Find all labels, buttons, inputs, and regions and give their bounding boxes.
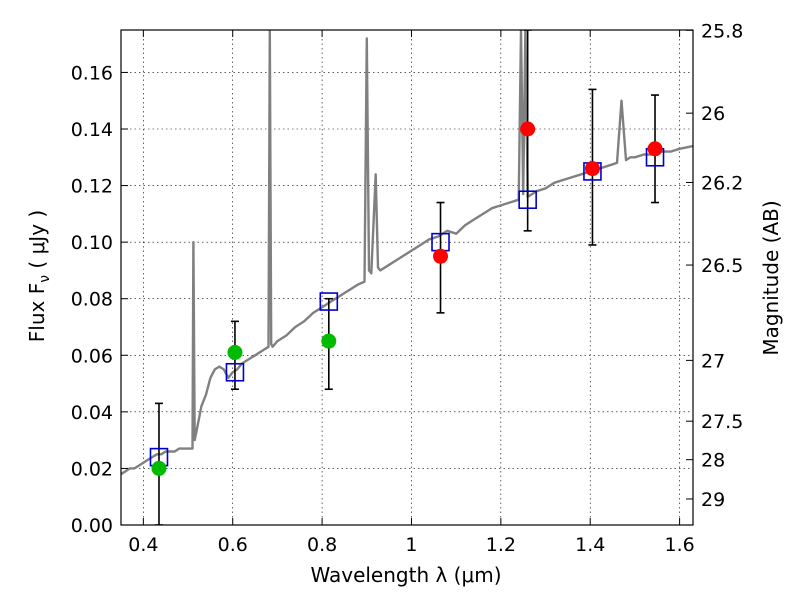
- y2-tick-label: 27: [701, 350, 725, 372]
- model-band-flux-square: [225, 362, 245, 382]
- y-axis-label-main: Flux F: [25, 283, 49, 342]
- green-data-point: [227, 344, 243, 360]
- x-tick-label: 1.2: [486, 534, 516, 556]
- y-axis-label-unit: ( μJy ): [25, 210, 49, 275]
- green-data-point: [321, 333, 337, 349]
- model-band-flux-square: [319, 292, 339, 311]
- red-data-point: [647, 141, 663, 157]
- y-tick-label: 0.14: [71, 119, 113, 141]
- model-spectrum-line: [121, 30, 693, 476]
- y2-tick-label: 25.8: [701, 20, 743, 42]
- y-tick-label: 0.02: [71, 458, 113, 480]
- y2-tick-label: 26.5: [701, 255, 743, 277]
- y-tick-label: 0.10: [71, 232, 113, 254]
- green-data-point: [151, 460, 167, 476]
- y2-tick-label: 26.2: [701, 172, 743, 194]
- x-tick-label: 0.4: [128, 534, 158, 556]
- y-axis-label: Flux Fν ( μJy ): [25, 210, 53, 342]
- red-data-point: [584, 161, 600, 177]
- model-spectrum: [121, 30, 693, 476]
- y-tick-label: 0.16: [71, 62, 113, 84]
- y2-tick-label: 27.5: [701, 411, 743, 433]
- y-tick-label: 0.06: [71, 345, 113, 367]
- x-tick-label: 1.4: [575, 534, 605, 556]
- y-tick-label: 0.12: [71, 176, 113, 198]
- model-band-flux-square: [518, 190, 537, 210]
- plot-frame: [120, 29, 694, 526]
- y-axis-label-subscript: ν: [37, 275, 53, 283]
- grid: [121, 30, 693, 526]
- y2-axis-label: Magnitude (AB): [759, 200, 783, 355]
- error-bars: [154, 30, 660, 525]
- y2-tick-label: 29: [701, 489, 725, 511]
- x-axis-label: Wavelength λ (μm): [310, 563, 501, 587]
- red-data-point: [520, 121, 536, 137]
- x-tick-label: 1: [405, 534, 417, 556]
- y2-tick-label: 28: [701, 450, 725, 472]
- y-tick-label: 0.04: [71, 402, 113, 424]
- y2-tick-label: 26: [701, 103, 725, 125]
- x-tick-label: 0.6: [218, 534, 248, 556]
- x-tick-label: 1.6: [664, 534, 694, 556]
- y-tick-label: 0.00: [71, 515, 113, 537]
- data-points: [149, 121, 665, 476]
- x-tick-label: 0.8: [307, 534, 337, 556]
- red-data-point: [433, 248, 449, 264]
- ticks: 0.4 0.6 0.8 1 1.2 1.4 1.6 0.00 0.02 0.04 0.06 0.08 0…: [71, 20, 744, 556]
- y-tick-label: 0.08: [71, 289, 113, 311]
